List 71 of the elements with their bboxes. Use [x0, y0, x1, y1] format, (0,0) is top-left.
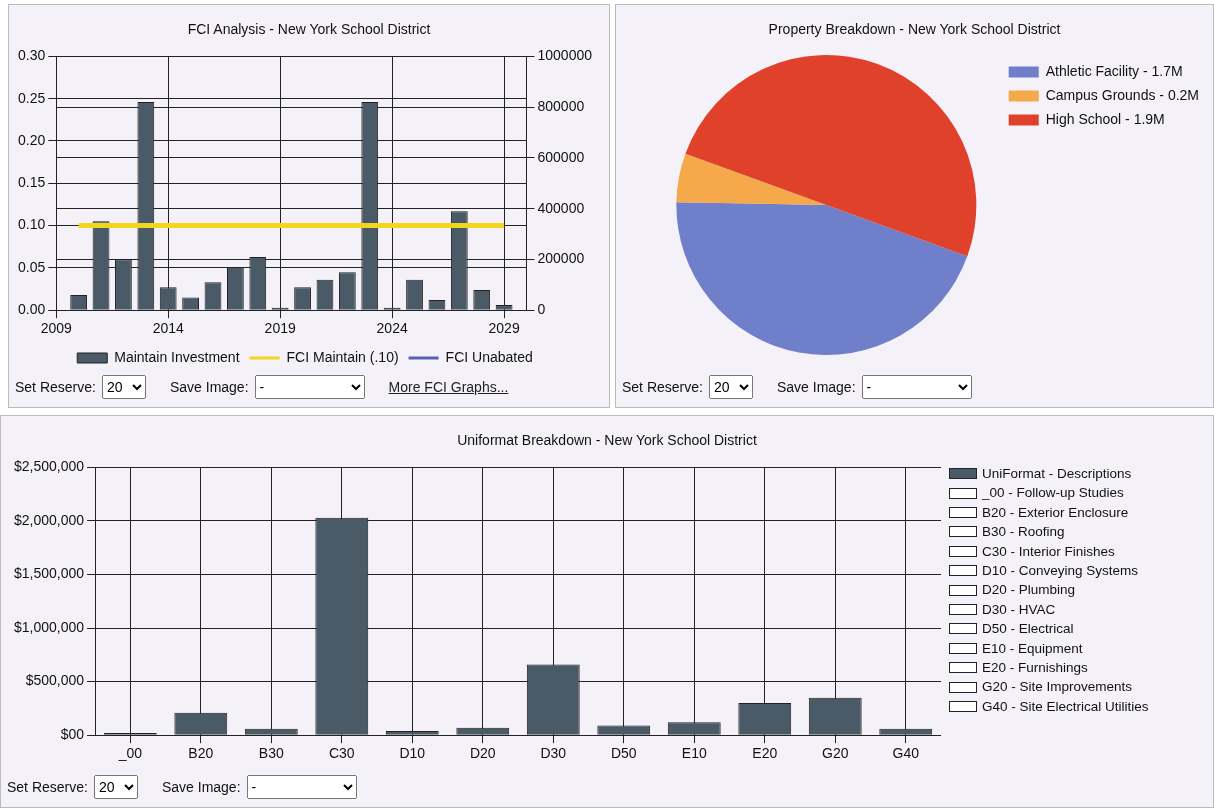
y-tick-label: $1,500,000 [13, 565, 85, 582]
y-tick-label: 0.00 [18, 301, 46, 318]
text: D20 - Plumbing [982, 581, 1076, 600]
x-tick-label: 2009 [40, 320, 73, 337]
chart-title: Property Breakdown - New York School District [767, 21, 1062, 37]
text: Save Image: [161, 779, 241, 795]
dropdown: - [246, 775, 357, 799]
x-tick-label: 2014 [152, 320, 184, 337]
y-tick-label: $1,000,000 [13, 618, 85, 635]
x-tick-label: G20 [822, 745, 849, 762]
legend-label: UniFormat - Descriptions [982, 465, 1132, 483]
legend-label: Athletic Facility - 1.7M [1045, 62, 1183, 79]
text: G20 - Site Improvements [982, 678, 1133, 697]
y-tick-label: 0.05 [18, 258, 46, 275]
dropdown: 20 [101, 375, 146, 399]
x-tick-label: B30 [258, 745, 284, 762]
text: Set Reserve: [622, 379, 703, 395]
legend-label: FCI Maintain (.10) [286, 348, 399, 365]
x-tick-label: C30 [328, 745, 355, 762]
x-tick-label: D50 [610, 745, 637, 762]
y2-tick-label: 400000 [537, 199, 585, 216]
legend-label: Maintain Investment [114, 348, 240, 365]
y-tick-label: 0.20 [18, 131, 46, 148]
x-tick-label: 2029 [488, 320, 520, 337]
dropdown: 20 [93, 775, 138, 799]
y-tick-label: 0.30 [18, 47, 46, 64]
text: Save Image: [776, 379, 856, 395]
x-tick-label: G40 [892, 745, 920, 762]
y-tick-label: $00 [60, 726, 85, 743]
x-tick-label: 2024 [376, 320, 408, 337]
dropdown: - [861, 375, 972, 399]
x-tick-label: D30 [540, 745, 567, 762]
legend-label: FCI Unabated [445, 348, 533, 365]
chart-title: FCI Analysis - New York School District [186, 21, 432, 37]
x-tick-label: B20 [188, 745, 214, 762]
text: _00 - Follow-up Studies [982, 484, 1124, 503]
y-tick-label: 0.15 [18, 174, 46, 191]
text: E10 - Equipment [982, 639, 1083, 658]
y2-tick-label: 600000 [537, 148, 585, 165]
text: Set Reserve: [7, 779, 88, 795]
text: B20 - Exterior Enclosure [982, 503, 1129, 522]
text: D10 - Conveying Systems [982, 562, 1139, 581]
x-tick-label: E20 [752, 745, 778, 762]
text: More FCI Graphs... [388, 379, 509, 395]
y2-tick-label: 1000000 [537, 47, 593, 64]
text: C30 - Interior Finishes [982, 542, 1115, 561]
x-tick-label: 2019 [264, 320, 296, 337]
dropdown: - [254, 375, 365, 399]
x-tick-label: _00 [117, 745, 143, 762]
chart-title: Uniformat Breakdown - New York School District [456, 432, 758, 448]
text: D50 - Electrical [982, 620, 1074, 639]
y-tick-label: 0.25 [18, 89, 46, 106]
x-tick-label: D10 [399, 745, 426, 762]
y2-tick-label: 800000 [537, 98, 585, 115]
text: E20 - Furnishings [982, 659, 1088, 678]
x-tick-label: E10 [681, 745, 707, 762]
x-tick-label: D20 [469, 745, 496, 762]
legend-label: High School - 1.9M [1045, 110, 1165, 127]
y2-tick-label: 200000 [537, 250, 585, 267]
text: D30 - HVAC [982, 600, 1056, 619]
y-tick-label: $500,000 [25, 672, 85, 689]
text: Save Image: [169, 379, 249, 395]
legend-label: Campus Grounds - 0.2M [1045, 86, 1200, 103]
y-tick-label: $2,500,000 [13, 458, 85, 475]
y-tick-label: 0.10 [18, 216, 46, 233]
dropdown: 20 [708, 375, 753, 399]
y-tick-label: $2,000,000 [13, 511, 85, 528]
text: G40 - Site Electrical Utilities [982, 697, 1149, 716]
text: Set Reserve: [15, 379, 96, 395]
text: B30 - Roofing [982, 523, 1065, 542]
y2-tick-label: 0 [537, 301, 546, 318]
